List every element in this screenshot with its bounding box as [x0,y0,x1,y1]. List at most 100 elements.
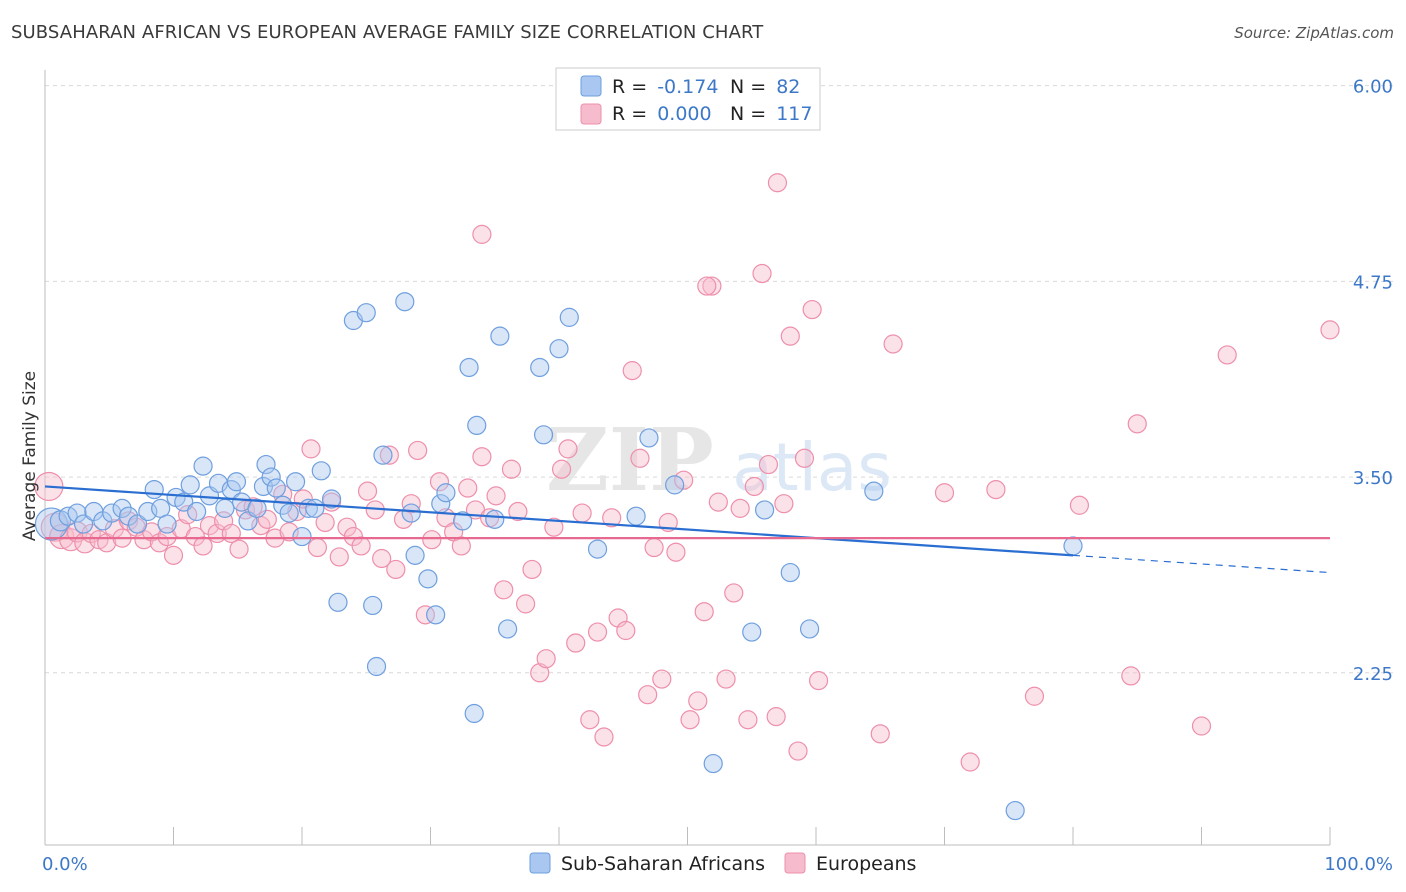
europeans-point-85 [652,669,672,689]
europeans-point-37 [307,537,328,558]
subsaharan-point-53 [453,511,473,531]
y-tick-label-0: 2.25 [1353,664,1393,685]
europeans-point-113 [1024,686,1045,706]
subsaharan-point-7 [102,503,122,523]
subsaharan-point-64 [587,539,608,559]
europeans-point-65 [508,501,528,522]
europeans-point-63 [494,580,514,600]
subsaharan-point-8 [112,498,132,518]
europeans-point-90 [688,691,708,711]
subsaharan-point-42 [356,303,376,323]
europeans-point-106 [802,299,822,320]
legend-r-label-1: R = [612,76,653,98]
subsaharan-point-22 [215,498,235,518]
grid-lines [45,85,1395,674]
europeans-point-93 [708,492,728,512]
subsaharan-point-55 [464,703,484,724]
subsaharan-point-19 [193,456,213,476]
europeans-point-114 [1069,495,1090,515]
europeans-point-76 [587,622,608,642]
europeans-point-41 [337,517,357,537]
europeans-point-74 [572,503,592,523]
subsaharan-point-30 [261,467,281,487]
subsaharan-point-58 [490,326,510,346]
subsaharan-point-74 [1005,800,1025,821]
subsaharan-point-16 [174,492,194,512]
legend-r-value-1: -0.174 [657,76,718,98]
x-tick-label-max: 100.0% [1324,854,1393,875]
europeans-point-33 [279,522,299,542]
europeans-point-103 [780,326,800,346]
subsaharan-point-44 [366,656,387,677]
subsaharan-points [34,292,1083,821]
subsaharan-point-4 [73,514,94,534]
subsaharan-point-32 [273,495,293,515]
legend-n-label-1: N = [730,76,772,98]
subsaharan-point-24 [226,472,247,492]
europeans-point-121 [767,173,788,193]
europeans-point-100 [758,454,779,475]
europeans-point-53 [422,530,442,550]
europeans-point-75 [580,710,600,730]
europeans-point-119 [1320,320,1340,340]
subsaharan-point-39 [321,489,342,509]
subsaharan-point-62 [549,339,569,359]
europeans-point-122 [697,276,717,296]
europeans-point-94 [716,669,736,689]
subsaharan-point-48 [405,545,425,565]
europeans-point-72 [558,439,578,459]
europeans-point-89 [680,710,700,730]
europeans-point-96 [730,498,750,518]
subsaharan-point-33 [279,503,299,523]
y-tick-label-3: 6.00 [1353,77,1393,98]
europeans-point-21 [193,536,213,556]
x-tick-label-min: 0.0% [42,854,88,875]
subsaharan-point-59 [498,619,518,639]
europeans-point-58 [458,478,478,498]
europeans-point-109 [883,334,903,354]
europeans-point-71 [551,459,572,479]
subsaharan-point-68 [703,753,723,774]
europeans-point-101 [766,707,786,727]
subsaharan-point-52 [436,483,456,503]
series-legend-swatch-blue [529,852,551,874]
europeans-point-38 [315,512,335,533]
subsaharan-point-54 [459,357,479,378]
trend-lines [44,485,1331,574]
europeans-point-98 [744,476,764,497]
legend-n-value-2: 117 [776,103,812,125]
subsaharan-point-49 [418,569,438,589]
subsaharan-point-65 [626,506,646,526]
chart-title: SUBSAHARAN AFRICAN VS EUROPEAN AVERAGE F… [11,22,764,43]
legend-swatch-pink [580,103,602,125]
europeans-point-102 [774,494,794,514]
subsaharan-point-27 [247,498,267,518]
europeans-point-36 [301,439,321,459]
europeans-point-108 [870,724,890,744]
europeans-point-115 [1121,666,1141,686]
subsaharan-point-45 [373,445,393,465]
svg-text:N = 82: N = 82 [730,76,800,98]
europeans-point-95 [724,583,744,603]
legend-n-value-1: 82 [776,76,800,98]
europeans-point-7 [89,530,109,550]
europeans-point-91 [694,602,714,622]
subsaharan-point-50 [426,605,446,625]
europeans-point-57 [451,536,471,556]
svg-text:R = -0.174: R = -0.174 [612,76,718,98]
europeans-point-92 [702,276,722,296]
subsaharan-point-46 [395,292,415,312]
subsaharan-point-61 [533,425,554,445]
europeans-point-67 [522,559,542,580]
subsaharan-point-29 [256,454,276,475]
subsaharan-trend-line [44,485,1074,557]
europeans-point-52 [415,605,435,625]
europeans-point-69 [536,649,556,669]
europeans-point-111 [960,752,980,772]
subsaharan-point-31 [266,478,286,498]
europeans-point-112 [986,479,1006,500]
subsaharan-point-3 [67,503,87,523]
europeans-point-117 [1191,716,1212,736]
europeans-point-78 [602,508,622,528]
subsaharan-point-18 [187,501,207,522]
